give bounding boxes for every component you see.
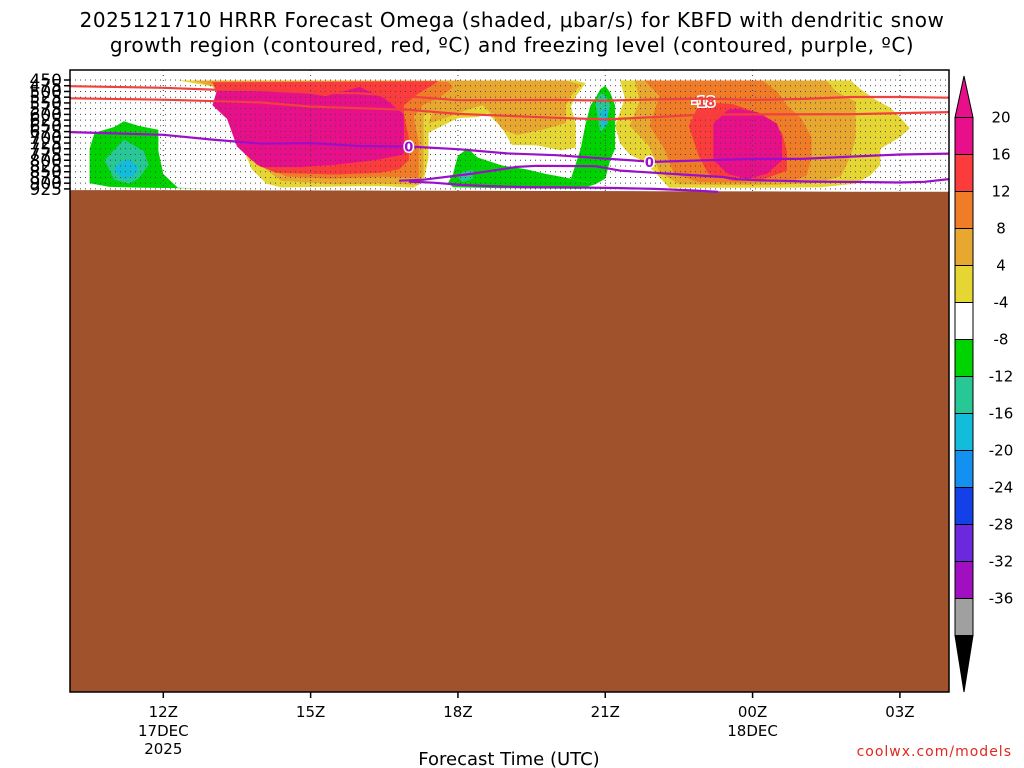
x-tick-date-12Z: 17DEC xyxy=(138,722,189,740)
colorbar-bottom-arrow xyxy=(954,635,974,693)
credit-text: coolwx.com/models xyxy=(856,744,1012,760)
freezing-contour-2-line xyxy=(408,180,719,193)
dgz-contour-0-line xyxy=(70,97,949,121)
colorbar-label-6: -8 xyxy=(994,331,1009,349)
y-tick-label-925: 925 xyxy=(30,180,62,200)
x-tick-label-21Z: 21Z xyxy=(591,703,620,721)
colorbar-swatch-10 xyxy=(954,487,974,525)
y-tick-label-700: 700 xyxy=(30,128,62,148)
y-tick-label-500: 500 xyxy=(30,82,62,102)
dgz-contour-1-line xyxy=(70,85,949,102)
omega-region-12 xyxy=(89,121,208,189)
freezing-contour-0-label: 0 xyxy=(404,140,413,155)
colorbar-label-7: -12 xyxy=(989,368,1014,386)
colorbar-label-4: 4 xyxy=(996,257,1006,275)
colorbar-label-12: -32 xyxy=(989,553,1014,571)
y-tick-label-525: 525 xyxy=(30,88,62,108)
colorbar-swatch-8 xyxy=(954,413,974,451)
colorbar-label-5: -4 xyxy=(994,294,1009,312)
y-tick-label-675: 675 xyxy=(30,123,62,143)
terrain-ground xyxy=(70,190,949,692)
y-tick-label-900: 900 xyxy=(30,174,62,194)
colorbar-label-3: 8 xyxy=(996,220,1006,238)
x-tick-date-00Z: 18DEC xyxy=(727,722,778,740)
y-tick-label-800: 800 xyxy=(30,151,62,171)
freezing-contour-0-line xyxy=(70,131,949,163)
y-tick-label-875: 875 xyxy=(30,168,62,188)
colorbar-label-9: -20 xyxy=(989,442,1014,460)
y-tick-label-825: 825 xyxy=(30,157,62,177)
y-tick-label-475: 475 xyxy=(30,77,62,97)
x-tick-label-00Z: 00Z xyxy=(738,703,767,721)
colorbar-label-10: -24 xyxy=(989,479,1014,497)
colorbar-swatch-12 xyxy=(954,561,974,599)
colorbar-swatch-7 xyxy=(954,376,974,414)
y-tick-label-750: 750 xyxy=(30,140,62,160)
colorbar-swatch-0 xyxy=(954,117,974,155)
y-tick-label-775: 775 xyxy=(30,146,62,166)
colorbar-label-8: -16 xyxy=(989,405,1014,423)
colorbar-label-13: -36 xyxy=(989,590,1014,608)
omega-region-13 xyxy=(448,148,596,189)
omega-region-4 xyxy=(428,80,581,135)
colorbar-label-1: 16 xyxy=(991,146,1010,164)
colorbar-label-2: 12 xyxy=(991,183,1010,201)
y-tick-label-625: 625 xyxy=(30,111,62,131)
freezing-contour-1-line xyxy=(398,164,949,184)
plot-frame xyxy=(69,69,950,693)
x-tick-label-12Z: 12Z xyxy=(149,703,178,721)
colorbar-label-0: 20 xyxy=(991,109,1010,127)
omega-region-18 xyxy=(114,159,139,180)
x-tick-year-12Z: 2025 xyxy=(144,740,182,758)
colorbar-top-arrow xyxy=(954,75,974,118)
axes: 4504755005255505756006256506757007257507… xyxy=(30,69,950,768)
x-tick-label-15Z: 15Z xyxy=(296,703,325,721)
x-axis-title: Forecast Time (UTC) xyxy=(418,749,599,768)
colorbar-swatch-3 xyxy=(954,228,974,266)
x-tick-label-18Z: 18Z xyxy=(443,703,472,721)
colorbar-swatch-6 xyxy=(954,339,974,377)
y-tick-label-550: 550 xyxy=(30,94,62,114)
y-tick-label-600: 600 xyxy=(30,105,62,125)
y-tick-label-725: 725 xyxy=(30,134,62,154)
colorbar-swatch-9 xyxy=(954,450,974,488)
ground-surface xyxy=(70,190,949,692)
colorbar-swatch-13 xyxy=(954,598,974,636)
y-tick-label-850: 850 xyxy=(30,163,62,183)
freezing-contour-1-label: 0 xyxy=(645,156,654,171)
colorbar-label-11: -28 xyxy=(989,516,1014,534)
y-tick-label-450: 450 xyxy=(30,71,62,91)
y-tick-label-650: 650 xyxy=(30,117,62,137)
colorbar: 20 16 12 8 4 -4 -8 -12 -16 -20 -24 -28 -32 -36 xyxy=(954,75,1014,693)
omega-shading xyxy=(89,80,910,189)
colorbar-swatch-4 xyxy=(954,265,974,303)
chart-title-line-2: growth region (contoured, red, ºC) and f… xyxy=(109,33,915,57)
colorbar-swatch-5 xyxy=(954,302,974,340)
omega-region-10 xyxy=(212,86,404,168)
x-tick-label-03Z: 03Z xyxy=(885,703,914,721)
y-tick-label-575: 575 xyxy=(30,100,62,120)
colorbar-swatch-1 xyxy=(954,154,974,192)
omega-region-17 xyxy=(457,169,473,182)
colorbar-swatch-11 xyxy=(954,524,974,562)
colorbar-swatch-2 xyxy=(954,191,974,229)
chart-title-line-1: 2025121710 HRRR Forecast Omega (shaded, … xyxy=(79,8,945,32)
